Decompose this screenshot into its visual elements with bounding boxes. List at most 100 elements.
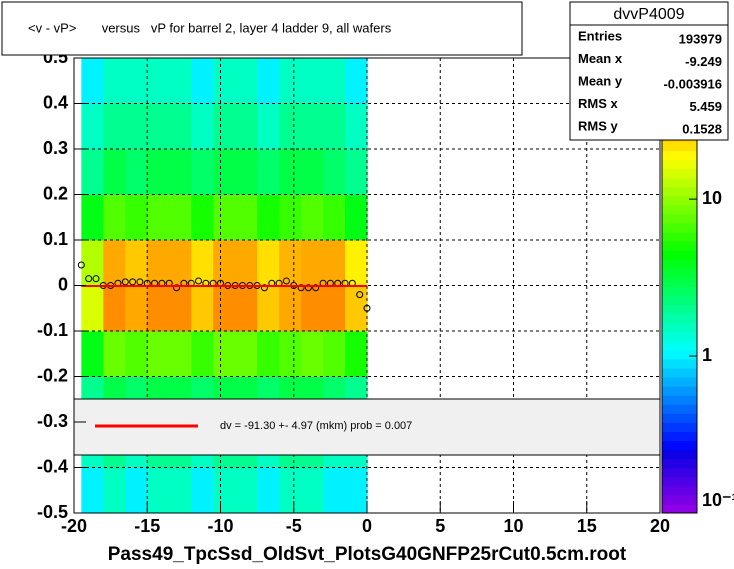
z-tick-label: 10 [702,188,722,208]
palette-step [662,349,697,360]
heat-cell [169,58,192,104]
stats-value: -9.249 [685,54,722,69]
palette-step [662,214,697,224]
heat-cell [191,194,214,241]
y-tick-label: -0.1 [37,320,68,340]
x-tick-label: -5 [286,516,302,536]
heat-cell [279,103,302,150]
heat-cell [81,467,104,514]
heat-cell [169,331,192,377]
heat-cell [125,285,148,332]
y-tick-label: 0.2 [43,183,68,203]
heat-cell [257,194,280,241]
heat-cell [191,58,214,104]
x-tick-label: 5 [435,516,445,536]
stats-key: RMS x [578,96,619,111]
palette-step [662,168,697,179]
heat-cell [345,467,368,514]
heat-cell [213,240,236,286]
heat-cell [345,103,368,150]
heat-cell [301,194,324,241]
heat-cell [147,240,170,286]
heat-cell [279,331,302,377]
y-tick-label: 0.3 [43,138,68,158]
stats-title: dvvP4009 [613,6,684,23]
profile-point [129,278,137,286]
heat-cell [169,149,192,195]
palette-step [662,241,697,251]
heat-cell [125,149,148,195]
heat-cell [191,240,214,286]
stats-key: Mean y [578,73,623,88]
palette-step [662,467,697,478]
heat-cell [257,285,280,332]
heat-cell [279,58,302,104]
palette-step [662,458,697,469]
heat-cell [323,331,346,377]
y-tick-label: 0 [58,274,68,294]
profile-point [121,278,129,286]
x-axis-title: Pass49_TpcSsd_OldSvt_PlotsG40GNFP25rCut0… [108,544,627,565]
heat-cell [323,194,346,241]
heat-cell [213,103,236,150]
heat-cell [301,331,324,377]
heat-cell [103,149,126,195]
heat-cell [103,194,126,241]
palette-step [662,494,697,505]
heat-cell [257,467,280,514]
stats-value: -0.003916 [663,76,722,91]
heat-cell [213,285,236,332]
heat-cell [147,58,170,104]
palette-step [662,413,697,423]
x-tick-label: -20 [61,516,87,536]
y-tick-label: -0.4 [37,456,68,476]
heat-cell [301,240,324,286]
heat-cell [103,467,126,514]
palette-step [662,503,697,514]
palette-step [662,313,697,324]
heat-cell [103,331,126,377]
heat-cell [191,331,214,377]
palette-step [662,186,697,197]
heat-cell [235,149,258,195]
heat-cell [323,467,346,514]
x-tick-label: 15 [577,516,597,536]
heat-cell [257,58,280,104]
heat-cell [279,285,302,332]
profile-point [136,278,144,286]
x-tick-label: 0 [362,516,372,536]
stats-value: 193979 [679,31,722,46]
palette-step [662,150,697,161]
palette-step [662,386,697,396]
heat-cell [81,285,104,332]
heat-cell [103,240,126,286]
palette-step [662,177,697,188]
x-tick-label: 20 [650,516,670,536]
heat-cell [125,194,148,241]
heat-cell [323,58,346,104]
palette-step [662,304,697,315]
profile-point [260,284,268,292]
heat-cell [345,240,368,286]
heat-cell [169,240,192,286]
heat-cell [169,194,192,241]
heat-cell [81,331,104,377]
heat-cell [279,240,302,286]
heat-cell [213,58,236,104]
palette-step [662,449,697,460]
palette-step [662,204,697,215]
heat-cell [103,285,126,332]
heat-cell [125,103,148,150]
heat-cell [103,58,126,104]
heat-cell [235,331,258,377]
heat-cell [191,103,214,150]
heat-cell [169,467,192,514]
heat-cell [125,331,148,377]
heat-cell [191,285,214,332]
heat-cell [81,149,104,195]
stats-key: Entries [578,28,622,43]
x-tick-label: -15 [134,516,160,536]
palette-step [662,195,697,206]
palette-step [662,331,697,342]
